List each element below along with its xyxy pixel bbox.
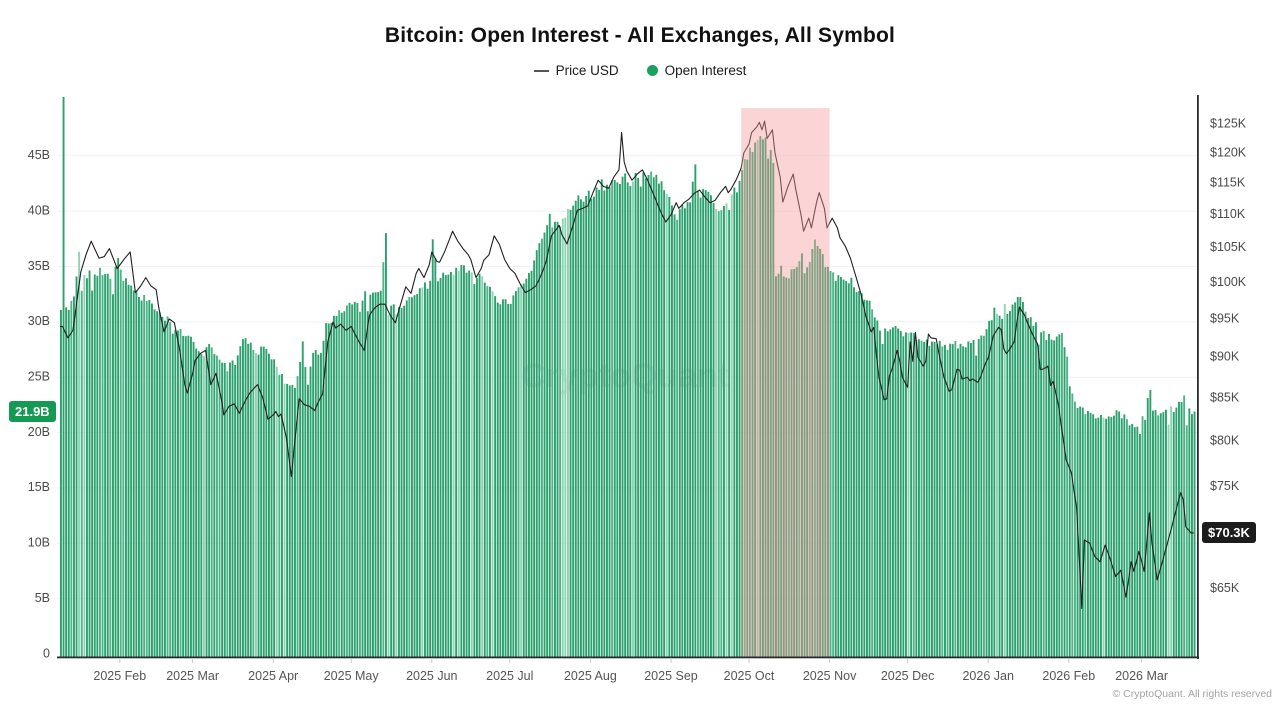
axis-lines (57, 95, 1199, 659)
highlight-region (741, 108, 830, 657)
x-axis-tick-label: 2025 Oct (724, 669, 775, 683)
price-line-swatch-icon (533, 69, 549, 72)
chart-title: Bitcoin: Open Interest - All Exchanges, … (384, 24, 896, 47)
x-axis-tick-label: 2025 Aug (564, 669, 617, 683)
x-axis-tick-label: 2025 Mar (166, 669, 219, 683)
x-axis-tick-label: 2025 Jul (486, 669, 533, 683)
right-axis-tick-label: $90K (1210, 350, 1240, 364)
legend-price-label: Price USD (555, 63, 619, 78)
x-axis-tick-label: 2025 May (324, 669, 380, 683)
left-axis-labels: 45B 40B 35B 30B 25B 20B 15B 10B 5B 0 (28, 148, 50, 660)
x-axis-tick-label: 2025 Sep (644, 669, 698, 683)
right-axis-tick-label: $65K (1210, 581, 1240, 595)
left-axis-tick-label: 0 (43, 646, 50, 660)
legend-item-open-interest[interactable]: Open Interest (646, 63, 747, 78)
right-axis-tick-label: $75K (1210, 479, 1240, 493)
left-axis-tick-label: 45B (28, 148, 50, 162)
copyright-note: © CryptoQuant. All rights reserved (1112, 688, 1272, 700)
x-axis-tick-label: 2026 Feb (1042, 669, 1095, 683)
right-axis-tick-label: $80K (1210, 433, 1240, 447)
legend: Price USD Open Interest (0, 63, 1280, 78)
right-axis-tick-label: $120K (1210, 145, 1247, 159)
right-axis-tick-label: $110K (1210, 207, 1246, 221)
oi-bars-layer[interactable] (60, 97, 1196, 658)
left-axis-tick-label: 5B (35, 591, 50, 605)
price-line[interactable] (60, 120, 1194, 610)
x-axis-tick-label: 2025 Apr (248, 669, 298, 683)
x-axis-tick-label: 2025 Dec (881, 669, 935, 683)
x-axis-labels: 2025 Feb 2025 Mar 2025 Apr 2025 May 2025 Jun… (93, 658, 1168, 683)
right-axis-tick-label: $95K (1210, 311, 1240, 325)
left-axis-tick-label: 15B (28, 480, 50, 494)
right-axis-labels: $125K $120K $115K $110K $105K $100K $95K $90K $8… (1210, 116, 1247, 595)
right-axis-tick-label: $125K (1210, 116, 1247, 130)
left-axis-tick-label: 35B (28, 259, 50, 273)
right-axis-value-badge: $70.3K (1202, 522, 1256, 544)
legend-oi-label: Open Interest (664, 63, 747, 78)
open-interest-dot-icon (646, 65, 658, 76)
x-axis-tick-label: 2026 Mar (1115, 669, 1168, 683)
left-axis-tick-label: 20B (28, 425, 50, 439)
right-axis-tick-label: $115K (1210, 176, 1246, 190)
left-axis-tick-label: 25B (28, 370, 50, 384)
x-axis-tick-label: 2025 Jun (406, 669, 457, 683)
left-axis-tick-label: 40B (28, 203, 50, 217)
x-axis-tick-label: 2025 Feb (93, 669, 146, 683)
x-axis-tick-label: 2026 Jan (962, 669, 1013, 683)
right-axis-tick-label: $100K (1210, 275, 1247, 289)
legend-item-price[interactable]: Price USD (533, 63, 619, 78)
left-axis-tick-label: 30B (28, 314, 50, 328)
right-axis-tick-label: $105K (1210, 240, 1247, 254)
left-axis-value-badge: 21.9B (9, 401, 56, 423)
x-axis-tick-label: 2025 Nov (803, 669, 857, 683)
right-axis-tick-label: $85K (1210, 390, 1240, 404)
left-axis-tick-label: 10B (28, 536, 50, 550)
